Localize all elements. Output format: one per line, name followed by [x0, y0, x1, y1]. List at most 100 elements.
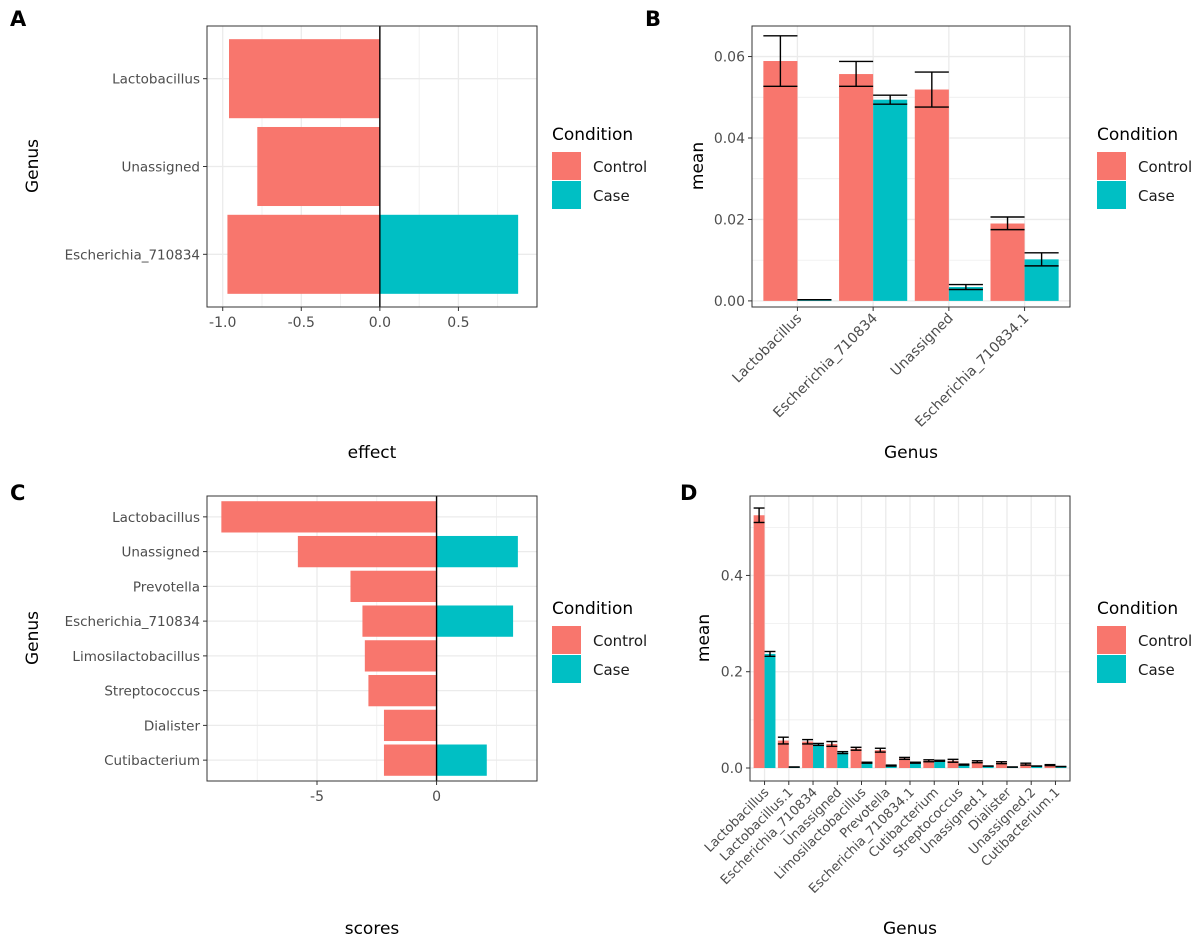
legend-swatch-case: [1097, 655, 1126, 683]
bar-dialister-control: [383, 709, 437, 742]
panel-frame: [206, 495, 538, 782]
bar-unassigned-case: [837, 752, 849, 769]
bar-lactobacillus-control: [229, 39, 380, 119]
bar-escherichia-710834-control: [227, 214, 380, 294]
legend-swatch-control: [552, 152, 581, 180]
bar-escherichia-710834-1-control: [899, 758, 910, 769]
y-tick-label: Cutibacterium: [104, 753, 200, 769]
legend: Condition Control Case: [552, 599, 647, 683]
bar-escherichia-710834-control: [839, 74, 874, 301]
bar-limosilactobacillus-case: [861, 762, 873, 769]
legend-title: Condition: [1097, 125, 1178, 145]
bar-prevotella-case: [885, 765, 897, 769]
panel-tag: B: [645, 7, 661, 31]
x-axis-title: effect: [348, 443, 397, 463]
y-tick-label: Escherichia_710834: [65, 614, 200, 630]
x-tick-label: -5: [310, 789, 324, 805]
bar-unassigned-control: [297, 535, 437, 568]
bar-unassigned-control: [257, 126, 380, 207]
bar-escherichia-710834-case: [379, 214, 519, 294]
bar-unassigned-2-control: [1020, 764, 1032, 769]
x-tick-label: Lactobacillus: [729, 311, 805, 387]
bar-unassigned-case: [436, 535, 518, 568]
panel-frame: [749, 495, 1071, 782]
panel-tag: A: [10, 7, 27, 31]
bar-escherichia-710834-case: [873, 99, 908, 301]
legend-swatch-case: [1097, 181, 1126, 209]
bar-unassigned-2-case: [1031, 766, 1043, 769]
x-tick-label: Unassigned: [888, 311, 957, 380]
legend-swatch-case: [552, 181, 581, 209]
y-tick-label: 0.4: [721, 568, 743, 584]
x-axis-title: scores: [345, 919, 400, 939]
legend-label-case: Case: [593, 661, 630, 679]
legend-label-control: Control: [593, 158, 647, 176]
legend-swatch-control: [1097, 152, 1126, 180]
legend-title: Condition: [552, 125, 633, 145]
bar-streptococcus-control: [368, 674, 437, 707]
legend: Condition Control Case: [1097, 125, 1192, 209]
y-tick-label: Streptococcus: [104, 684, 200, 700]
y-axis-title: mean: [694, 614, 714, 662]
bar-dialister-control: [996, 762, 1007, 769]
bar-unassigned-control: [914, 89, 949, 301]
y-tick-label: 0.02: [714, 212, 745, 228]
bar-cutibacterium-control: [923, 760, 935, 769]
panel-tag: C: [10, 481, 25, 505]
bar-escherichia-710834-control: [362, 605, 437, 637]
bar-escherichia-710834-1-control: [990, 223, 1025, 301]
panel-tag: D: [680, 481, 697, 505]
bar-lactobacillus-control: [753, 515, 765, 769]
legend-title: Condition: [1097, 599, 1178, 619]
bar-cutibacterium-1-case: [1055, 766, 1067, 769]
y-tick-label: 0.00: [714, 294, 745, 310]
legend-label-case: Case: [1138, 187, 1175, 205]
bar-cutibacterium-control: [383, 744, 437, 776]
bar-limosilactobacillus-control: [364, 640, 437, 672]
y-axis-title: Genus: [23, 139, 43, 193]
y-tick-label: Prevotella: [133, 579, 200, 595]
bars: [753, 515, 1067, 769]
bar-lactobacillus-control: [221, 501, 437, 533]
bar-unassigned-1-case: [982, 766, 994, 769]
y-tick-label: Unassigned: [121, 160, 200, 176]
error-bars: [753, 507, 1067, 768]
legend-label-case: Case: [1138, 661, 1175, 679]
panel-frame: [751, 25, 1071, 308]
bar-limosilactobacillus-control: [850, 748, 862, 769]
x-axis-title: Genus: [883, 919, 937, 939]
x-tick-label: 0: [432, 789, 441, 805]
bars: [221, 501, 518, 776]
y-tick-label: 0.0: [721, 761, 743, 777]
bar-prevotella-control: [350, 570, 437, 603]
panel-c: Lactobacillus Unassigned Prevotella Escheri…: [10, 481, 647, 939]
bar-escherichia-710834-1-case: [910, 762, 921, 769]
bar-lactobacillus-control: [763, 61, 798, 301]
y-tick-label: Limosilactobacillus: [72, 649, 200, 665]
panel-b: 0.000.020.040.06LactobacillusEscherichia…: [645, 7, 1192, 463]
bar-lactobacillus-case: [764, 653, 776, 769]
x-tick-label: -0.5: [288, 315, 315, 331]
bar-cutibacterium-1-control: [1044, 765, 1056, 769]
panel-frame: [206, 25, 538, 308]
bar-streptococcus-control: [947, 760, 959, 769]
x-tick-label: 0.0: [369, 315, 391, 331]
legend: Condition Control Case: [1097, 599, 1192, 683]
y-tick-label: Lactobacillus: [112, 72, 200, 88]
legend-swatch-control: [552, 626, 581, 654]
legend-title: Condition: [552, 599, 633, 619]
legend-swatch-control: [1097, 626, 1126, 654]
bar-unassigned-case: [948, 287, 983, 301]
y-tick-label: Lactobacillus: [112, 510, 200, 526]
bar-cutibacterium-case: [436, 744, 487, 776]
panel-d: 0.00.20.4LactobacillusLactobacillus.1Esc…: [680, 481, 1192, 939]
x-tick-label: -1.0: [209, 315, 236, 331]
y-tick-label: 0.04: [714, 131, 745, 147]
bar-prevotella-control: [874, 750, 886, 769]
bar-escherichia-710834-case: [813, 744, 824, 769]
bar-escherichia-710834-case: [436, 605, 514, 637]
panel-a: Lactobacillus Unassigned Escherichia_71083…: [10, 7, 647, 463]
legend-swatch-case: [552, 655, 581, 683]
bar-streptococcus-case: [958, 764, 970, 769]
y-axis-title: mean: [688, 142, 708, 190]
